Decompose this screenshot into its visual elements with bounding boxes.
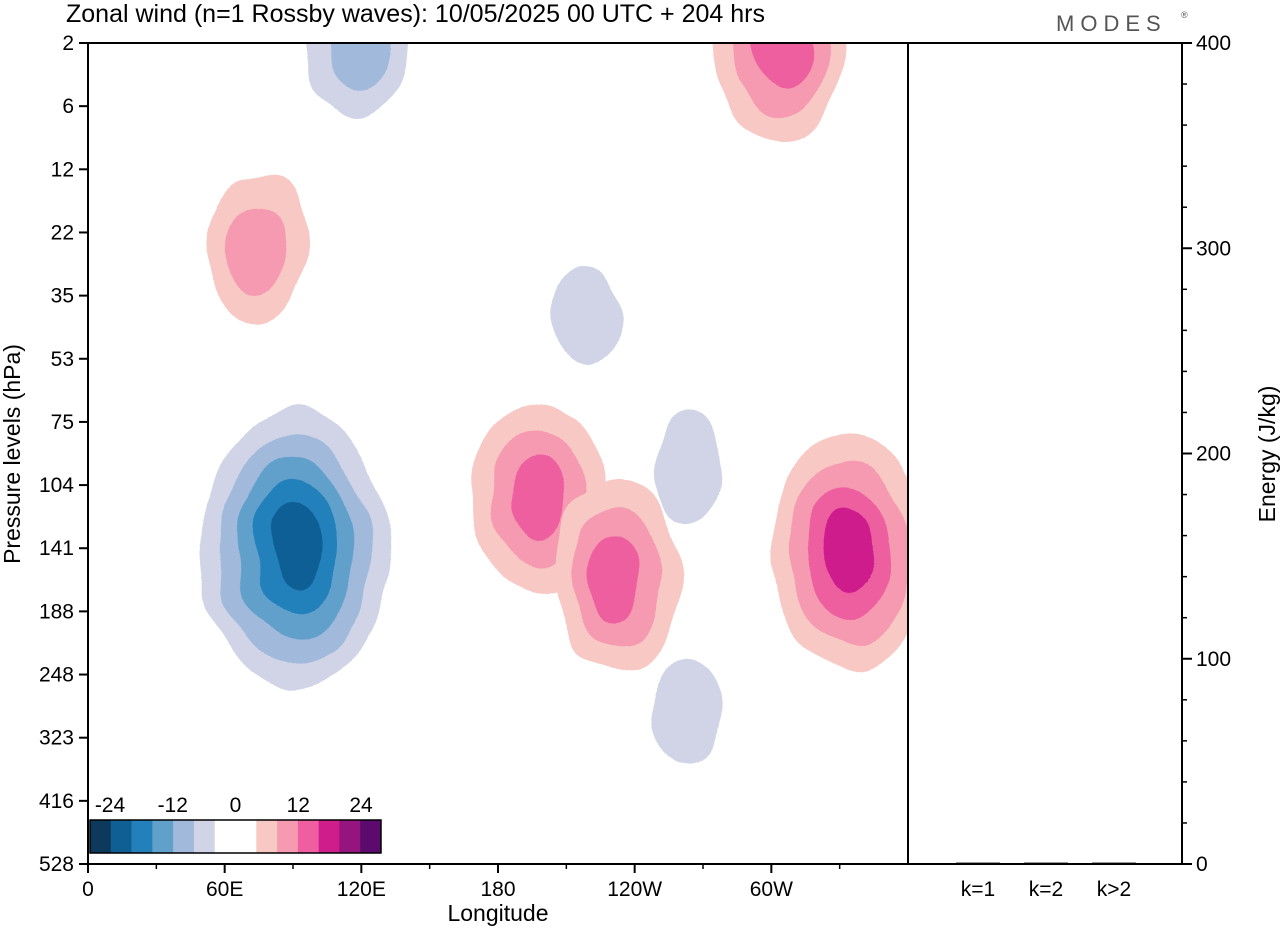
- colorbar-swatch: [152, 820, 174, 853]
- longitude-tick-label: 60W: [750, 878, 793, 901]
- pressure-tick-label: 416: [39, 790, 74, 813]
- colorbar-label: -12: [158, 794, 188, 817]
- x-axis-title: Longitude: [447, 900, 548, 926]
- colorbar-swatch: [360, 820, 382, 853]
- colorbar-swatch: [131, 820, 153, 853]
- positive-contour: [821, 507, 876, 590]
- pressure-tick-label: 53: [51, 348, 74, 371]
- pressure-tick-label: 141: [39, 537, 74, 560]
- negative-contour: [268, 508, 322, 589]
- brand-registered-mark: ®: [1181, 10, 1188, 20]
- energy-tick-label: 100: [1196, 648, 1231, 671]
- energy-tick-label: 400: [1196, 32, 1231, 55]
- energy-tick-label: 200: [1196, 443, 1231, 466]
- pressure-tick-label: 6: [62, 95, 74, 118]
- brand-logo: MODES: [1056, 11, 1167, 36]
- pressure-tick-label: 248: [39, 664, 74, 687]
- positive-contour: [588, 533, 645, 619]
- colorbar-swatch: [235, 820, 257, 853]
- pressure-tick-label: 75: [51, 411, 74, 434]
- colorbar-swatch: [90, 820, 112, 853]
- colorbar-swatch: [277, 820, 299, 853]
- wavenumber-label: k=1: [961, 878, 995, 901]
- colorbar-swatch: [214, 820, 236, 853]
- longitude-tick-label: 120E: [337, 878, 386, 901]
- pressure-tick-label: 323: [39, 727, 74, 750]
- contour-fills: [203, 43, 908, 764]
- heatmap-panel: [88, 43, 908, 864]
- wavenumber-label: k>2: [1097, 878, 1131, 901]
- x-axis-longitude: 0 60E 120E 180 120W 60W: [82, 864, 841, 901]
- colorbar-swatch: [193, 820, 216, 853]
- colorbar-swatch: [110, 820, 132, 853]
- negative-contour: [651, 415, 724, 520]
- longitude-tick-label: 60E: [206, 878, 243, 901]
- pressure-tick-label: 35: [51, 285, 74, 308]
- chart-title: Zonal wind (n=1 Rossby waves): 10/05/202…: [66, 0, 765, 28]
- colorbar-swatch: [297, 820, 319, 853]
- colorbar-swatch: [173, 820, 195, 853]
- colorbar-label: -24: [95, 794, 126, 817]
- colorbar-legend: -24 -12 0 12 24: [89, 794, 382, 854]
- pressure-tick-label: 12: [51, 158, 74, 181]
- colorbar-frame: [89, 819, 382, 854]
- longitude-tick-label: 0: [82, 878, 94, 901]
- pressure-tick-label: 104: [39, 474, 74, 497]
- wavenumber-label: k=2: [1029, 878, 1063, 901]
- pressure-tick-label: 2: [62, 32, 74, 55]
- pressure-tick-label: 188: [39, 600, 74, 623]
- colorbar-label: 12: [287, 794, 310, 817]
- colorbar-swatch: [339, 820, 361, 853]
- energy-tick-label: 300: [1196, 237, 1231, 260]
- y-axis-title: Pressure levels (hPa): [0, 344, 25, 564]
- x-axis-wavenumber: k=1 k=2 k>2: [961, 878, 1131, 901]
- negative-contour: [651, 659, 724, 764]
- colorbar-label: 0: [230, 794, 242, 817]
- negative-contour: [326, 43, 388, 89]
- negative-contour: [550, 263, 623, 368]
- longitude-tick-label: 120W: [607, 878, 662, 901]
- longitude-tick-label: 180: [480, 878, 515, 901]
- y-axis-pressure: 2 6 12 22 35 53 75 104 141 188 248 323 416 528: [39, 32, 88, 876]
- colorbar-swatch: [256, 820, 278, 853]
- energy-axis-title: Energy (J/kg): [1254, 386, 1280, 523]
- colorbar-label: 24: [349, 794, 373, 817]
- y-axis-energy: 0 100 200 300 400: [1182, 32, 1231, 876]
- energy-tick-label: 0: [1196, 853, 1208, 876]
- pressure-tick-label: 22: [51, 221, 74, 244]
- colorbar-swatch: [318, 820, 340, 853]
- pressure-tick-label: 528: [39, 853, 74, 876]
- positive-contour: [225, 204, 288, 296]
- positive-contour: [752, 43, 809, 86]
- positive-contour: [510, 454, 568, 540]
